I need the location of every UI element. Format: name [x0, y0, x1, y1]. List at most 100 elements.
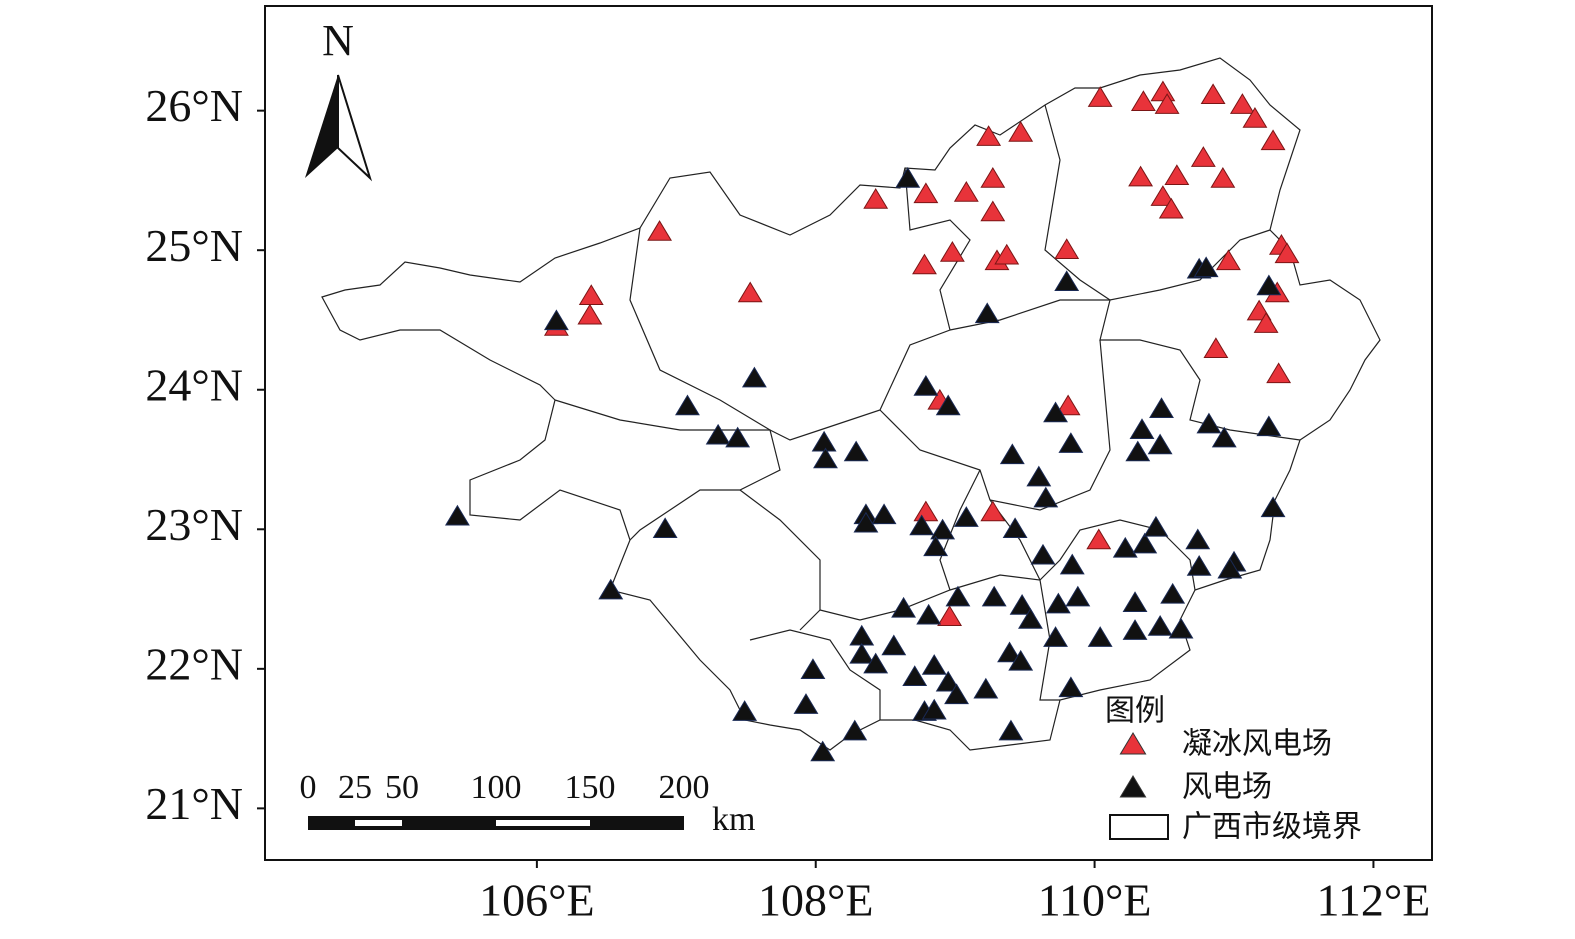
wind-farm-marker: [916, 603, 942, 625]
y-tick-label: 22°N: [145, 638, 243, 689]
wind-farm-marker: [1242, 107, 1268, 128]
map-frame: [264, 5, 1433, 861]
wind-farm-marker: [891, 596, 917, 618]
wind-farm-marker: [705, 423, 731, 445]
wind-farm-marker: [1058, 432, 1084, 453]
wind-farm-marker: [1059, 553, 1085, 575]
wind-farm-marker: [813, 447, 838, 469]
north-arrow: [305, 75, 338, 178]
wind-farm-marker: [994, 243, 1020, 265]
wind-farm-marker: [937, 605, 963, 626]
legend-title: 图例: [1105, 694, 1165, 729]
wind-farm-marker: [1122, 619, 1148, 640]
wind-farm-marker: [999, 443, 1025, 465]
wind-farm-marker: [1087, 86, 1113, 107]
wind-farm-marker: [902, 665, 928, 686]
wind-farm-marker: [1065, 585, 1091, 607]
wind-farm-marker: [647, 220, 673, 241]
wind-farm-marker: [953, 506, 979, 527]
wind-farm-marker: [1154, 93, 1180, 114]
legend-label: 凝冰风电场: [1182, 727, 1332, 762]
scale-bar-label: 200: [659, 769, 710, 806]
wind-farm-marker: [1160, 582, 1186, 604]
wind-farm-marker: [1009, 594, 1035, 615]
wind-farm-marker: [921, 654, 947, 675]
wind-farm-marker: [741, 366, 767, 388]
wind-farm-marker: [800, 658, 826, 679]
wind-farm-marker: [909, 514, 935, 536]
wind-farm-marker: [1185, 528, 1211, 550]
wind-farm-marker: [1058, 676, 1084, 698]
legend-label: 广西市级境界: [1182, 810, 1362, 845]
wind-farm-marker: [1128, 165, 1154, 187]
wind-farm-marker: [1266, 362, 1292, 384]
wind-farm-marker: [913, 374, 939, 396]
wind-farm-marker: [1260, 129, 1286, 151]
wind-farm-marker: [1253, 312, 1279, 333]
wind-farm-marker: [577, 303, 603, 325]
wind-farm-marker: [1186, 554, 1212, 576]
north-label: N: [322, 16, 354, 65]
wind-farm-marker: [853, 511, 879, 533]
wind-farm-marker: [793, 693, 819, 714]
wind-farm-marker: [1200, 83, 1226, 105]
x-tick-label: 108°E: [758, 875, 874, 926]
scale-bar-label: 0: [300, 769, 317, 806]
wind-farm-marker: [863, 187, 889, 209]
y-tick-label: 21°N: [145, 778, 243, 829]
wind-farm-marker: [1087, 626, 1113, 647]
city-boundary: [554, 399, 781, 541]
wind-farm-marker: [1008, 649, 1034, 671]
wind-farm-marker: [843, 440, 869, 462]
wind-farm-marker: [935, 394, 961, 416]
wind-farm-marker: [913, 500, 939, 522]
y-tick-label: 24°N: [145, 359, 243, 410]
wind-farm-marker: [1210, 167, 1236, 188]
legend-marker: [1119, 732, 1147, 755]
wind-farm-marker: [1256, 415, 1282, 437]
wind-farm-marker: [980, 200, 1006, 222]
wind-farm-marker: [1150, 80, 1176, 102]
wind-farm-marker: [1256, 274, 1282, 296]
wind-farm-marker: [1043, 401, 1068, 423]
wind-farm-marker: [1026, 465, 1052, 487]
scale-bar-label: 150: [565, 769, 616, 806]
wind-farm-marker: [1158, 197, 1184, 219]
legend-label: 风电场: [1182, 770, 1272, 805]
wind-farm-marker: [811, 430, 837, 452]
wind-farm-marker: [444, 504, 470, 526]
north-arrow: [337, 74, 373, 182]
wind-farm-marker: [578, 284, 604, 305]
wind-farm-marker: [1260, 496, 1286, 518]
wind-farm-marker: [1149, 397, 1174, 419]
wind-farm-marker: [1045, 592, 1071, 614]
city-boundary: [879, 339, 1196, 591]
wind-farm-marker: [980, 167, 1006, 188]
wind-farm-marker: [945, 585, 971, 607]
y-tick-label: 25°N: [145, 220, 243, 271]
province-boundary: [321, 57, 1381, 751]
wind-farm-marker: [1043, 626, 1068, 647]
wind-farm-marker: [737, 281, 763, 303]
wind-farm-marker: [1217, 557, 1243, 579]
wind-farm-marker: [871, 503, 897, 525]
wind-farm-marker: [1193, 256, 1219, 278]
wind-farm-marker: [1164, 164, 1190, 185]
legend-marker: [1119, 775, 1147, 798]
wind-farm-marker: [997, 641, 1022, 663]
wind-farm-marker: [1030, 543, 1056, 565]
wind-farm-marker: [725, 426, 751, 448]
wind-farm-marker: [1018, 608, 1043, 629]
wind-farm-marker: [1168, 617, 1194, 639]
wind-farm-marker: [1008, 121, 1034, 142]
wind-farm-marker: [895, 167, 921, 188]
wind-farm-marker: [1002, 517, 1028, 539]
x-tick-label: 110°E: [1038, 875, 1152, 926]
wind-farm-marker: [732, 700, 758, 721]
scale-bar-segment: [496, 820, 590, 826]
scale-bar-unit: km: [712, 801, 755, 838]
wind-farm-marker: [1274, 242, 1300, 264]
wind-farm-marker: [1129, 418, 1155, 439]
wind-farm-marker: [944, 683, 969, 705]
